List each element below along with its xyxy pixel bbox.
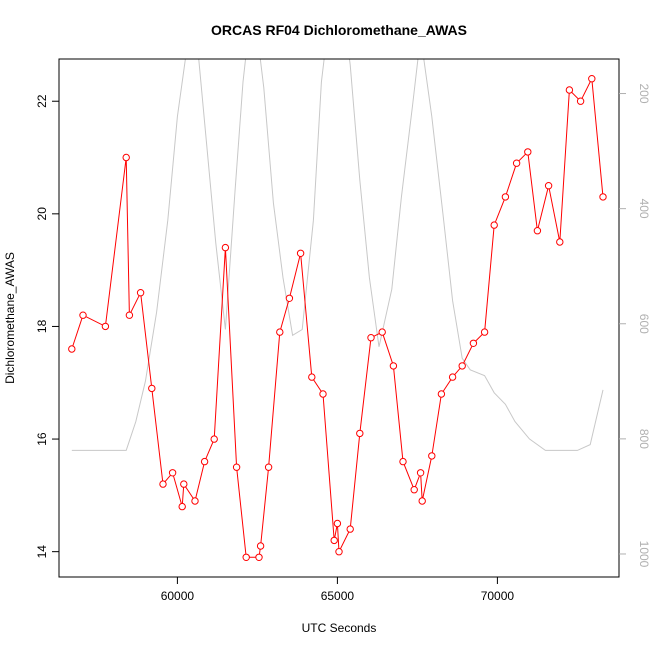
primary-point — [490, 221, 498, 229]
primary-point — [168, 469, 177, 477]
primary-point — [356, 429, 364, 438]
primary-point — [576, 97, 585, 105]
primary-point — [335, 548, 343, 556]
primary-point — [367, 334, 375, 342]
primary-point — [276, 328, 284, 336]
primary-point — [148, 384, 156, 393]
y2-tick-label: 800 — [637, 429, 650, 449]
primary-point — [136, 289, 145, 297]
primary-point — [501, 193, 510, 201]
primary-point — [308, 373, 316, 381]
y-tick-label: 18 — [35, 319, 49, 333]
primary-point — [346, 525, 354, 533]
primary-point — [125, 311, 134, 319]
primary-point — [296, 249, 305, 258]
y2-tick-label: 1000 — [637, 541, 650, 568]
primary-point — [159, 480, 167, 488]
primary-series-layer — [68, 75, 607, 561]
primary-point — [524, 148, 532, 156]
primary-point — [255, 553, 263, 561]
primary-point — [533, 227, 542, 235]
primary-point — [191, 497, 199, 505]
primary-point — [389, 362, 398, 370]
primary-point — [588, 75, 596, 83]
primary-point — [232, 463, 241, 471]
primary-point — [565, 86, 574, 94]
primary-point — [122, 153, 130, 162]
y-axis-title: Dichloromethane_AWAS — [3, 252, 17, 384]
x-tick-label: 65000 — [321, 589, 355, 603]
primary-point — [178, 502, 186, 511]
primary-point — [79, 311, 87, 319]
x-tick-label: 60000 — [161, 589, 195, 603]
y2-tick-label: 200 — [637, 83, 650, 103]
primary-point — [556, 238, 564, 246]
primary-point — [333, 519, 342, 528]
x-tick-label: 70000 — [481, 589, 515, 603]
primary-point — [448, 373, 457, 381]
primary-point — [410, 486, 418, 494]
primary-point — [418, 497, 426, 505]
primary-point — [428, 452, 436, 460]
y-axis-left: 14 16 18 20 22 — [35, 94, 59, 558]
primary-point — [264, 463, 273, 471]
primary-point — [458, 362, 466, 370]
chart-title: ORCAS RF04 Dichloromethane_AWAS — [211, 22, 467, 38]
primary-point — [242, 553, 250, 561]
plot-frame — [58, 58, 620, 578]
primary-point — [512, 159, 521, 167]
y-tick-label: 22 — [35, 94, 49, 108]
y-tick-label: 20 — [35, 207, 49, 221]
x-axis: 60000 65000 70000 — [161, 577, 515, 603]
primary-point — [319, 390, 327, 398]
y-tick-label: 14 — [35, 545, 49, 559]
y-axis-right: 200 400 600 800 1000 — [619, 83, 650, 568]
primary-point — [330, 536, 338, 545]
secondary-series-layer — [71, 59, 604, 451]
primary-point — [469, 339, 478, 347]
primary-point — [68, 345, 76, 353]
x-axis-title: UTC Seconds — [302, 621, 377, 635]
primary-point — [378, 328, 386, 336]
y2-tick-label: 400 — [637, 199, 650, 219]
primary-point — [399, 457, 407, 466]
primary-point — [256, 542, 265, 550]
y-tick-label: 16 — [35, 432, 49, 446]
primary-point — [101, 322, 110, 331]
primary-series-line — [71, 76, 604, 558]
primary-point — [599, 193, 607, 201]
primary-point — [210, 435, 218, 443]
secondary-series-line — [71, 59, 604, 451]
primary-point — [221, 243, 230, 252]
primary-point — [180, 480, 188, 488]
primary-point — [480, 328, 489, 336]
primary-point — [416, 469, 425, 477]
primary-point — [200, 457, 209, 466]
primary-point — [285, 294, 294, 302]
primary-point — [544, 182, 553, 190]
primary-point — [437, 390, 446, 398]
y2-tick-label: 600 — [637, 314, 650, 334]
